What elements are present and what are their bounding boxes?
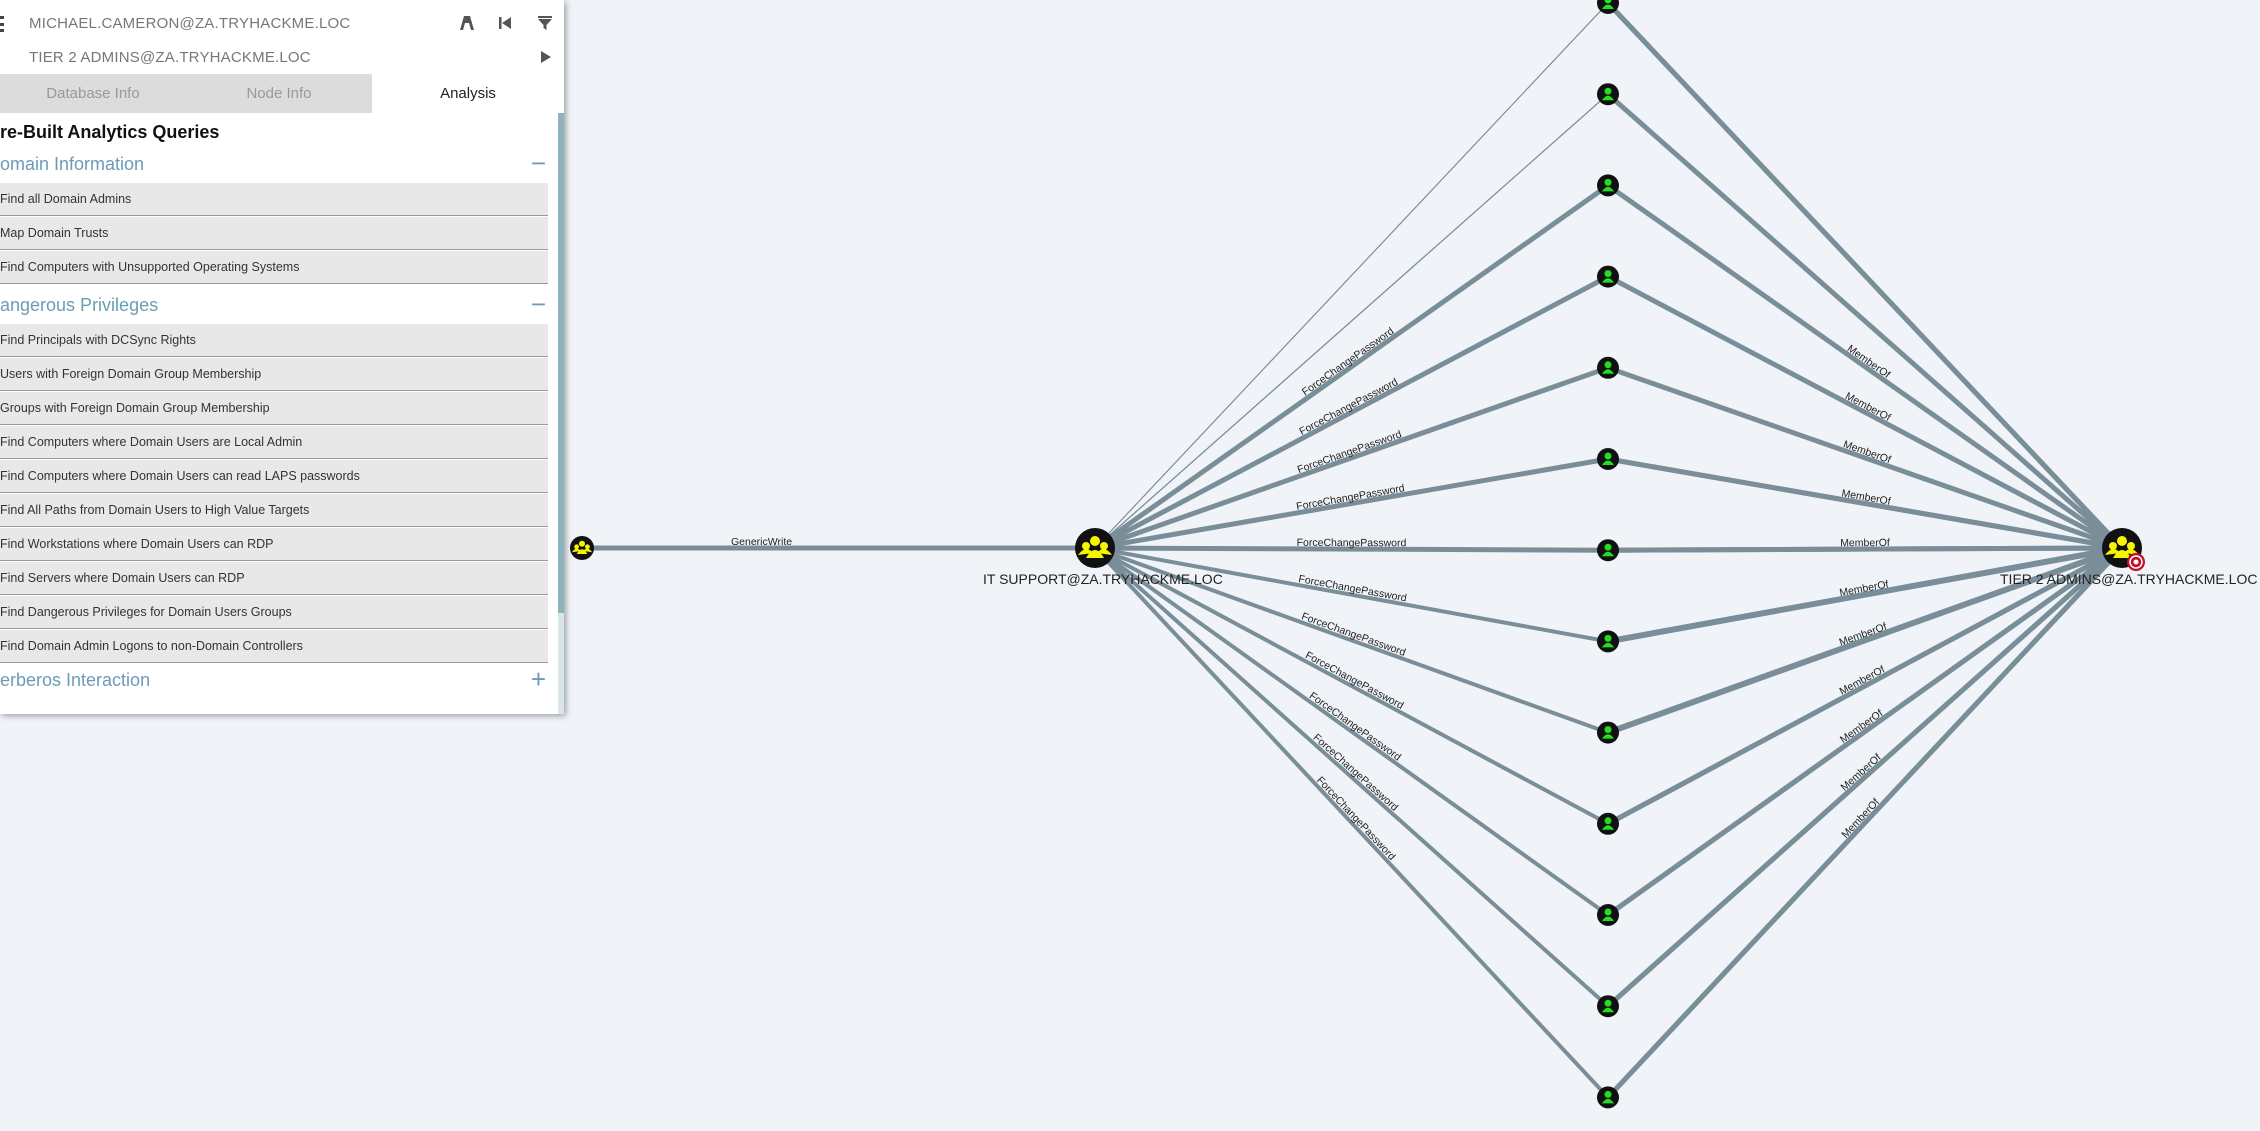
edge-force-change-password — [1093, 546, 1610, 917]
edge-member-of — [1607, 276, 2123, 549]
query-item[interactable]: Groups with Foreign Domain Group Members… — [0, 392, 548, 425]
edge-member-of — [1607, 93, 2123, 549]
tab-database-info[interactable]: Database Info — [0, 74, 186, 113]
edge-label-member-of: MemberOf — [1845, 343, 1893, 381]
panel-tabs: Database Info Node Info Analysis — [0, 74, 564, 113]
edge-label-member-of: MemberOf — [1838, 621, 1889, 649]
user-node[interactable] — [1597, 995, 1619, 1018]
edge-label-member-of: MemberOf — [1838, 707, 1885, 746]
edge-force-change-password — [1094, 546, 1609, 826]
target-node-search[interactable]: TIER 2 ADMINS@ZA.TRYHACKME.LOC — [0, 40, 564, 74]
edge-force-change-password — [1093, 183, 1610, 551]
query-item[interactable]: Find Principals with DCSync Rights — [0, 324, 548, 357]
edge-force-change-password — [1093, 546, 1610, 1008]
graph-nodes — [570, 0, 2145, 1109]
edge-member-of — [1607, 456, 2123, 551]
group-node-source[interactable] — [570, 536, 594, 560]
user-node[interactable] — [1597, 174, 1619, 197]
user-node[interactable] — [1597, 630, 1619, 653]
back-icon[interactable] — [496, 14, 514, 32]
edge-member-of — [1606, 546, 2124, 1009]
query-item[interactable]: Find all Domain Admins — [0, 183, 548, 216]
query-item[interactable]: Users with Foreign Domain Group Membersh… — [0, 358, 548, 391]
section-dangerous-privileges[interactable]: angerous Privileges − — [0, 291, 552, 321]
analysis-content: re-Built Analytics Queries omain Informa… — [0, 113, 552, 714]
edge-force-change-password — [1094, 546, 1609, 735]
query-item[interactable]: Find Computers with Unsupported Operatin… — [0, 251, 548, 284]
analysis-heading: re-Built Analytics Queries — [0, 122, 220, 142]
filter-icon[interactable] — [536, 14, 554, 32]
menu-icon[interactable] — [0, 16, 4, 32]
query-item[interactable]: Find Dangerous Privileges for Domain Use… — [0, 596, 548, 629]
user-node[interactable] — [1597, 0, 1619, 14]
edge-force-change-password — [1094, 456, 1609, 551]
edge-force-change-password — [1094, 93, 1609, 549]
edge-member-of — [1606, 545, 2124, 918]
scrollbar[interactable] — [558, 113, 564, 714]
collapse-icon[interactable]: − — [530, 289, 546, 319]
edge-force-change-password — [1094, 2, 1609, 549]
group-node-it-support[interactable] — [1075, 528, 1115, 568]
query-item[interactable]: Find Domain Admin Logons to non-Domain C… — [0, 630, 548, 663]
user-node[interactable] — [1597, 448, 1619, 470]
user-node[interactable] — [1597, 356, 1619, 379]
edge-label-force-change-password: ForceChangePassword — [1300, 610, 1407, 658]
edge-label-force-change-password: ForceChangePassword — [1297, 537, 1407, 549]
edge-member-of — [1607, 545, 2123, 645]
target-icon — [2127, 553, 2145, 571]
edge-label-member-of: MemberOf — [1839, 752, 1884, 794]
node-label-it-support: IT SUPPORT@ZA.TRYHACKME.LOC — [983, 571, 1223, 587]
edge-member-of — [1607, 367, 2123, 549]
side-panel: MICHAEL.CAMERON@ZA.TRYHACKME.LOC TIER 2 … — [0, 0, 564, 714]
section-kerberos-interaction[interactable]: erberos Interaction + — [0, 666, 552, 696]
user-node[interactable] — [1597, 1086, 1619, 1109]
edge-label-force-change-password: ForceChangePassword — [1314, 774, 1398, 863]
edge-label-member-of: MemberOf — [1839, 796, 1882, 840]
user-node[interactable] — [1597, 83, 1619, 106]
graph-edges — [582, 1, 2124, 1100]
edge-force-change-password — [1094, 545, 1609, 553]
user-node[interactable] — [1597, 812, 1619, 835]
section-title: omain Information — [0, 154, 145, 174]
tab-node-info[interactable]: Node Info — [186, 74, 372, 113]
tab-analysis[interactable]: Analysis — [372, 74, 564, 113]
user-node[interactable] — [1597, 721, 1619, 744]
start-node-search[interactable]: MICHAEL.CAMERON@ZA.TRYHACKME.LOC — [0, 6, 564, 40]
query-item[interactable]: Find Computers where Domain Users can re… — [0, 460, 548, 493]
edge-label-member-of: MemberOf — [1842, 438, 1893, 466]
edge-member-of — [1606, 545, 2124, 827]
section-title: angerous Privileges — [0, 295, 159, 315]
query-item[interactable]: Find All Paths from Domain Users to High… — [0, 494, 548, 527]
edge-force-change-password — [1093, 274, 1610, 551]
collapse-icon[interactable]: − — [530, 148, 546, 178]
edge-member-of — [1606, 546, 2124, 1100]
section-title: erberos Interaction — [0, 670, 151, 690]
node-label-tier2-admins: TIER 2 ADMINS@ZA.TRYHACKME.LOC — [2000, 571, 2258, 587]
edge-member-of — [1606, 545, 2124, 736]
target-node-input[interactable]: TIER 2 ADMINS@ZA.TRYHACKME.LOC — [29, 48, 311, 66]
edge-member-of — [1607, 184, 2123, 549]
query-item[interactable]: Find Computers where Domain Users are Lo… — [0, 426, 548, 459]
start-node-input[interactable]: MICHAEL.CAMERON@ZA.TRYHACKME.LOC — [29, 14, 351, 32]
query-item[interactable]: Find Servers where Domain Users can RDP — [0, 562, 548, 595]
user-node[interactable] — [1597, 265, 1619, 288]
scrollbar-thumb[interactable] — [558, 113, 564, 613]
edge-member-of — [1607, 545, 2123, 553]
edge-label-generic-write: GenericWrite — [731, 536, 792, 548]
edge-force-change-password — [1094, 365, 1609, 551]
edge-force-change-password — [1093, 546, 1610, 1099]
play-icon[interactable] — [536, 48, 554, 66]
edge-force-change-password — [1094, 546, 1609, 644]
user-node[interactable] — [1597, 539, 1619, 562]
expand-icon[interactable]: + — [530, 664, 546, 694]
edge-label-member-of: MemberOf — [1840, 537, 1890, 549]
query-item[interactable]: Map Domain Trusts — [0, 217, 548, 250]
query-item[interactable]: Find Workstations where Domain Users can… — [0, 528, 548, 561]
user-node[interactable] — [1597, 904, 1619, 926]
section-domain-information[interactable]: omain Information − — [0, 150, 552, 180]
edge-member-of — [1606, 1, 2124, 550]
pathfinding-icon[interactable] — [458, 14, 476, 32]
